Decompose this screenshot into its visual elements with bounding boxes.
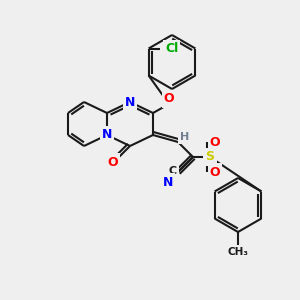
Text: O: O	[210, 136, 220, 148]
Text: N: N	[102, 128, 112, 142]
Text: O: O	[108, 155, 118, 169]
Text: H: H	[180, 132, 190, 142]
Text: N: N	[163, 176, 173, 188]
Text: Cl: Cl	[165, 42, 178, 55]
Text: O: O	[210, 166, 220, 178]
Text: O: O	[164, 92, 174, 106]
Text: N: N	[125, 95, 135, 109]
Text: CH₃: CH₃	[227, 247, 248, 257]
Text: S: S	[206, 151, 214, 164]
Text: C: C	[169, 166, 177, 176]
